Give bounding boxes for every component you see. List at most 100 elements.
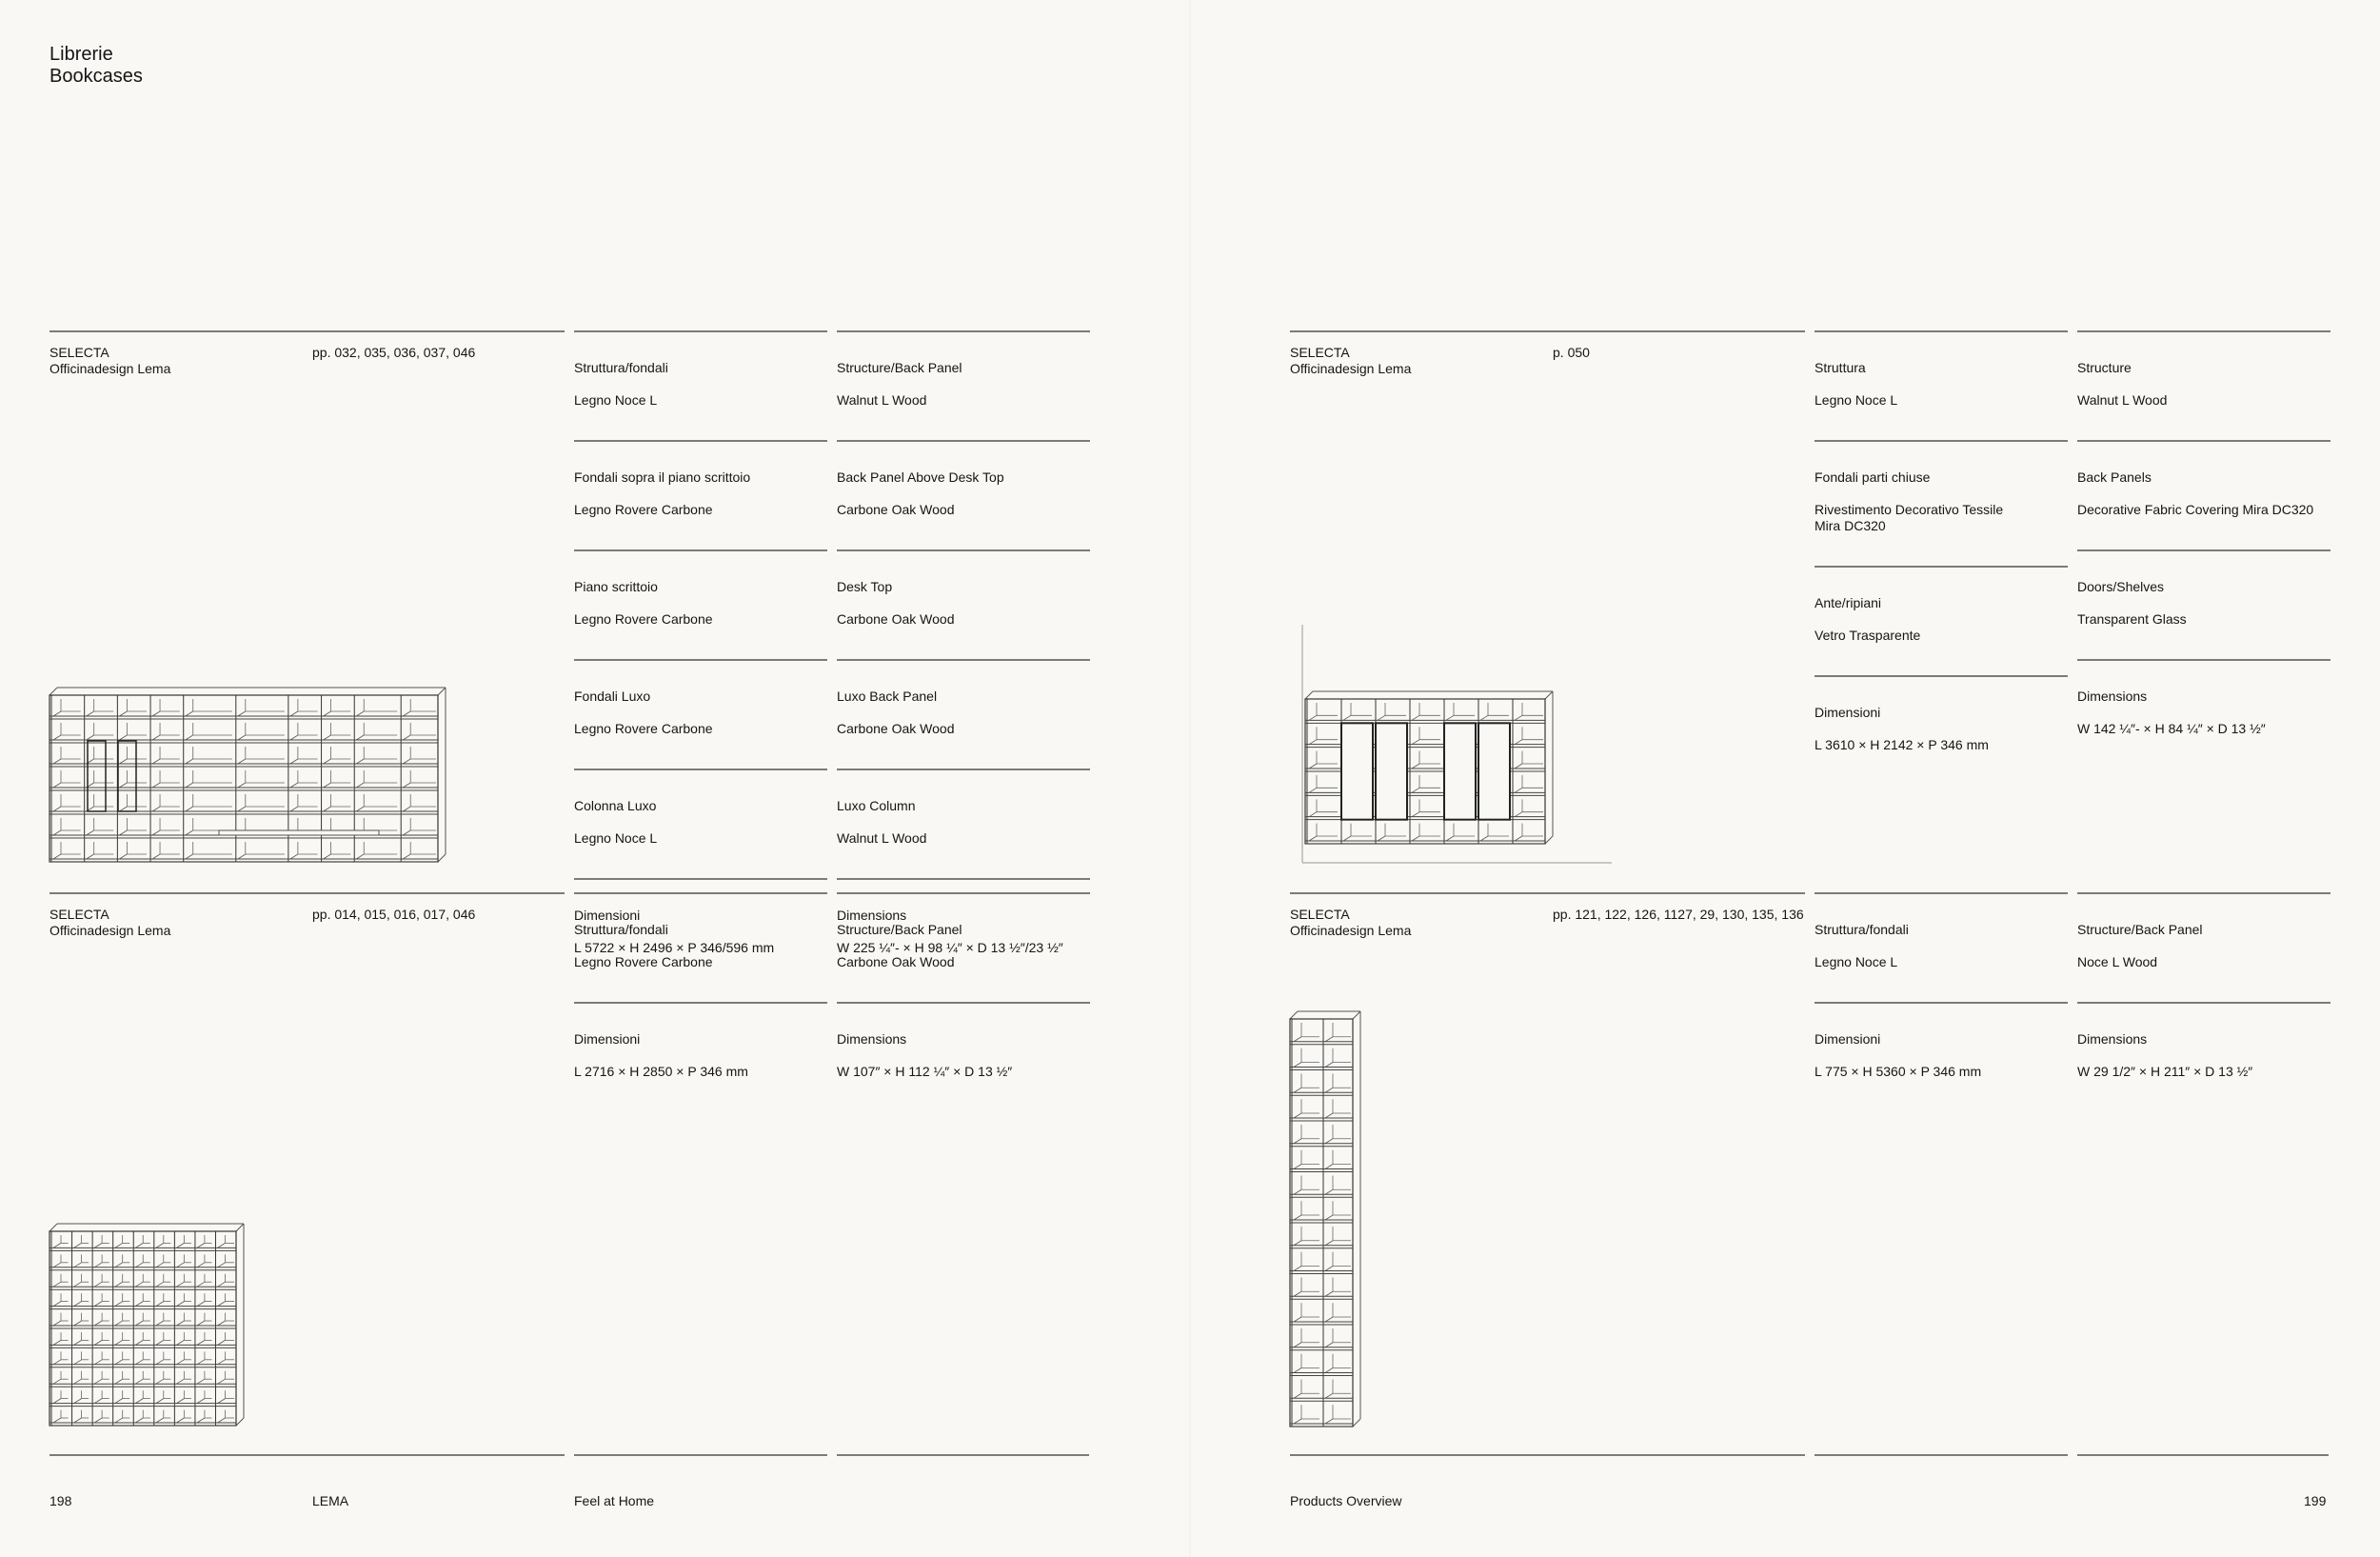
perspective-line: [52, 710, 62, 717]
perspective-line: [119, 758, 128, 765]
perspective-line: [86, 853, 94, 860]
drawing-line: [235, 1223, 245, 1232]
spec-label: Struttura: [1815, 360, 1866, 375]
perspective-line: [1445, 714, 1455, 721]
spec-value: L 775 × H 5360 × P 346 mm: [1815, 1064, 1982, 1079]
product-name-block: SELECTA Officinadesign Lema: [50, 345, 170, 377]
spec-row: Fondali parti chiuse Rivestimento Decora…: [1815, 440, 2068, 566]
perspective-line: [135, 1262, 144, 1268]
perspective-line: [196, 1320, 206, 1327]
perspective-line: [237, 782, 247, 788]
perspective-line: [176, 1417, 185, 1424]
perspective-line: [1411, 835, 1420, 842]
perspective-line: [196, 1301, 206, 1307]
bookcase-drawing-2: [1290, 623, 1618, 870]
perspective-line: [323, 758, 331, 765]
spec-label: Dimensions: [2077, 689, 2148, 704]
perspective-line: [114, 1262, 123, 1268]
perspective-line: [289, 734, 299, 741]
perspective-line: [356, 710, 365, 717]
perspective-line: [155, 1262, 165, 1268]
product-name-block: SELECTA Officinadesign Lema: [50, 907, 170, 939]
perspective-line: [1324, 1112, 1334, 1119]
spec-row: Dimensions W 142 ¼″- × H 84 ¼″ × D 13 ½″: [2077, 659, 2330, 769]
product-name: SELECTA: [50, 345, 109, 360]
spec-column-en: Structure Walnut L Wood Back Panels Deco…: [2077, 330, 2330, 769]
perspective-line: [1324, 1266, 1334, 1271]
page-spine: [1189, 0, 1191, 1557]
product-name-block: SELECTA Officinadesign Lema: [1290, 345, 1411, 377]
perspective-line: [1324, 1164, 1334, 1169]
perspective-line: [73, 1262, 82, 1268]
footer-rule: [50, 1454, 565, 1456]
perspective-line: [323, 806, 331, 812]
perspective-line: [1293, 1342, 1302, 1348]
perspective-line: [93, 1340, 103, 1346]
perspective-line: [196, 1398, 206, 1404]
perspective-line: [52, 1281, 62, 1288]
perspective-line: [52, 853, 62, 860]
perspective-line: [1324, 1036, 1334, 1043]
perspective-line: [86, 734, 94, 741]
bookcase-drawing-3: [49, 1223, 248, 1437]
spec-label: Fondali parti chiuse: [1815, 469, 1931, 485]
perspective-line: [1324, 1418, 1334, 1425]
spec-row: Struttura/fondali Legno Noce L: [1815, 892, 2068, 1002]
spec-value: W 225 ¼″- × H 98 ¼″ × D 13 ½″/23 ½″: [837, 940, 1063, 955]
perspective-line: [1411, 787, 1420, 793]
bookcase-frame: [49, 694, 439, 863]
perspective-line: [52, 806, 62, 812]
perspective-line: [176, 1281, 185, 1288]
spec-value: Legno Rovere Carbone: [574, 611, 713, 627]
footer-rule: [574, 1454, 827, 1456]
perspective-line: [217, 1340, 226, 1346]
spec-value: Legno Rovere Carbone: [574, 502, 713, 517]
spec-label: Struttura/fondali: [574, 360, 668, 375]
spec-label: Structure/Back Panel: [2077, 922, 2203, 937]
perspective-line: [119, 806, 128, 812]
perspective-line: [1324, 1240, 1334, 1247]
perspective-line: [52, 829, 62, 836]
bookcase-drawing-4: [1289, 1010, 1364, 1438]
perspective-line: [1293, 1316, 1302, 1323]
perspective-line: [155, 1378, 165, 1385]
perspective-line: [323, 853, 331, 860]
perspective-line: [1445, 835, 1455, 842]
perspective-line: [135, 1378, 144, 1385]
product-designer: Officinadesign Lema: [1290, 361, 1412, 376]
spec-value: Walnut L Wood: [837, 392, 927, 408]
spec-label: Dimensioni: [574, 1031, 641, 1047]
perspective-line: [217, 1281, 226, 1288]
perspective-line: [119, 734, 128, 741]
bookcase-drawing-1: [49, 687, 449, 873]
drawing-line: [49, 1223, 58, 1232]
perspective-line: [289, 758, 299, 765]
spec-value: Legno Noce L: [1815, 392, 1898, 408]
perspective-line: [217, 1417, 226, 1424]
perspective-line: [52, 1378, 62, 1385]
perspective-line: [356, 806, 365, 812]
perspective-line: [176, 1398, 185, 1404]
perspective-line: [185, 710, 193, 717]
spec-value: Carbone Oak Wood: [837, 721, 955, 736]
perspective-line: [155, 1417, 165, 1424]
perspective-line: [1293, 1087, 1302, 1093]
spec-label: Structure/Back Panel: [837, 360, 962, 375]
perspective-line: [119, 829, 128, 836]
product-pages: pp. 121, 122, 126, 1127, 29, 130, 135, 1…: [1553, 907, 1804, 922]
perspective-line: [176, 1359, 185, 1366]
perspective-line: [1324, 1290, 1334, 1297]
perspective-line: [237, 734, 247, 741]
perspective-line: [93, 1398, 103, 1404]
perspective-line: [1308, 811, 1318, 818]
perspective-line: [73, 1359, 82, 1366]
spec-value: Transparent Glass: [2077, 611, 2187, 627]
product-rule: [50, 892, 565, 907]
spec-row: Structure/Back Panel Walnut L Wood: [837, 330, 1090, 440]
perspective-line: [237, 710, 247, 717]
perspective-line: [289, 806, 299, 812]
spec-label: Luxo Back Panel: [837, 689, 938, 704]
perspective-line: [1514, 787, 1523, 793]
product-name: SELECTA: [1290, 907, 1350, 922]
product-rule: [1290, 330, 1805, 345]
